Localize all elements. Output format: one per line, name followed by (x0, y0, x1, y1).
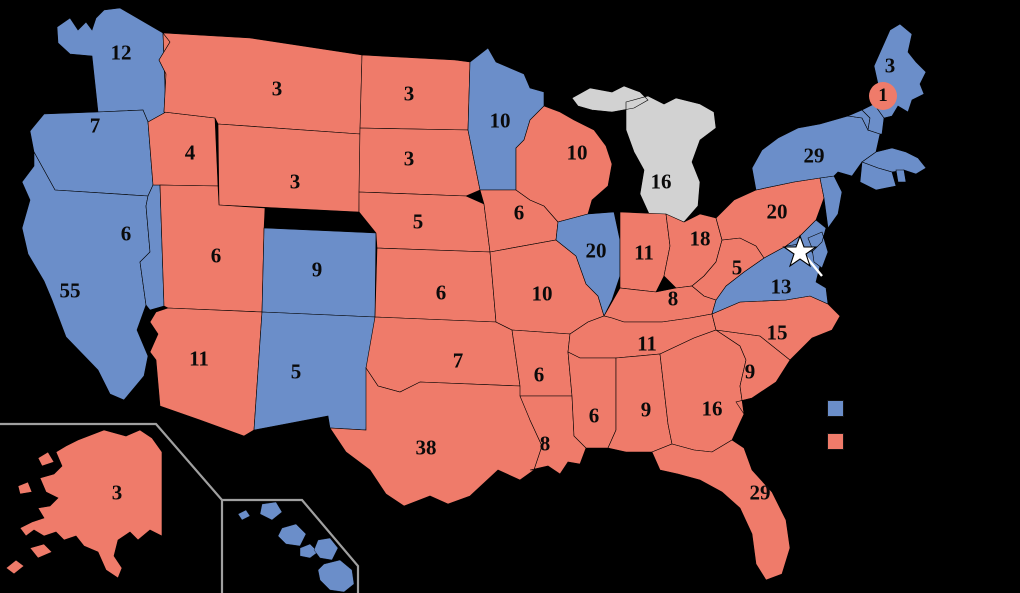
inset-borders (0, 422, 360, 593)
state-WV[interactable] (691, 237, 765, 301)
state-SD[interactable] (358, 127, 481, 197)
state-OK[interactable] (365, 316, 521, 393)
state-ND[interactable] (359, 54, 471, 131)
dc-star-marker[interactable] (782, 234, 823, 277)
state-AR[interactable] (511, 329, 573, 397)
state-GA[interactable] (659, 329, 747, 453)
state-TX[interactable] (329, 367, 543, 507)
state-NM[interactable] (253, 311, 376, 431)
state-HI[interactable] (237, 501, 355, 593)
state-CO[interactable] (261, 227, 377, 318)
states-layer (0, 7, 927, 593)
state-CT[interactable] (859, 161, 897, 191)
state-MS[interactable] (567, 351, 617, 449)
state-MT[interactable] (158, 32, 363, 135)
state-KS[interactable] (374, 247, 497, 323)
state-NE[interactable] (358, 191, 491, 253)
state-AK[interactable] (5, 429, 163, 579)
state-FL[interactable] (651, 439, 791, 581)
state-MI[interactable] (571, 85, 717, 227)
state-WY[interactable] (217, 123, 361, 213)
legend-swatch-red[interactable] (827, 433, 844, 450)
legend-swatch-blue[interactable] (827, 400, 844, 417)
map-legend (818, 398, 858, 460)
state-RI[interactable] (895, 169, 907, 183)
split-ev-ME-CD2[interactable]: 1 (869, 82, 897, 110)
